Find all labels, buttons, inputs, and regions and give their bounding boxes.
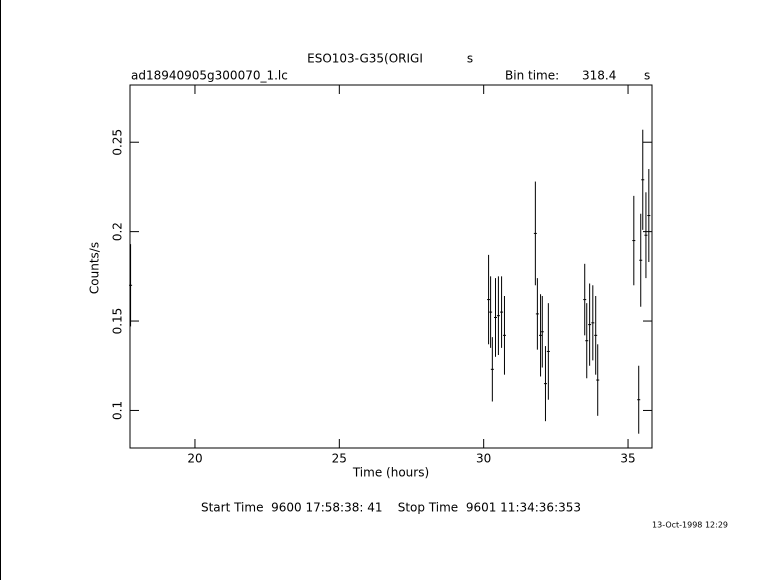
date-stamp: 13-Oct-1998 12:29 bbox=[652, 521, 728, 530]
title-unit: s bbox=[467, 52, 473, 66]
x-axis-label: Time (hours) bbox=[352, 466, 429, 480]
bin-time: 318.4 bbox=[582, 69, 616, 83]
x-tick-label: 20 bbox=[187, 452, 202, 466]
y-tick-label: 0.25 bbox=[111, 129, 125, 156]
bin-label: Bin time: bbox=[505, 69, 559, 83]
y-tick-label: 0.2 bbox=[111, 222, 125, 241]
y-tick-label: 0.15 bbox=[111, 308, 125, 335]
file-label: ad18940905g300070_1.lc bbox=[131, 69, 288, 83]
y-axis-label: Counts/s bbox=[88, 242, 102, 294]
bin-unit: s bbox=[644, 69, 650, 83]
plot-frame bbox=[129, 84, 653, 449]
x-tick-label: 25 bbox=[332, 452, 347, 466]
footer: Start Time 9600 17:58:38: 41 Stop Time 9… bbox=[201, 501, 581, 515]
y-tick-label: 0.1 bbox=[111, 401, 125, 420]
x-tick-label: 30 bbox=[476, 452, 491, 466]
x-tick-label: 35 bbox=[620, 452, 635, 466]
chart-title: ESO103-G35(ORIGI bbox=[307, 52, 423, 66]
